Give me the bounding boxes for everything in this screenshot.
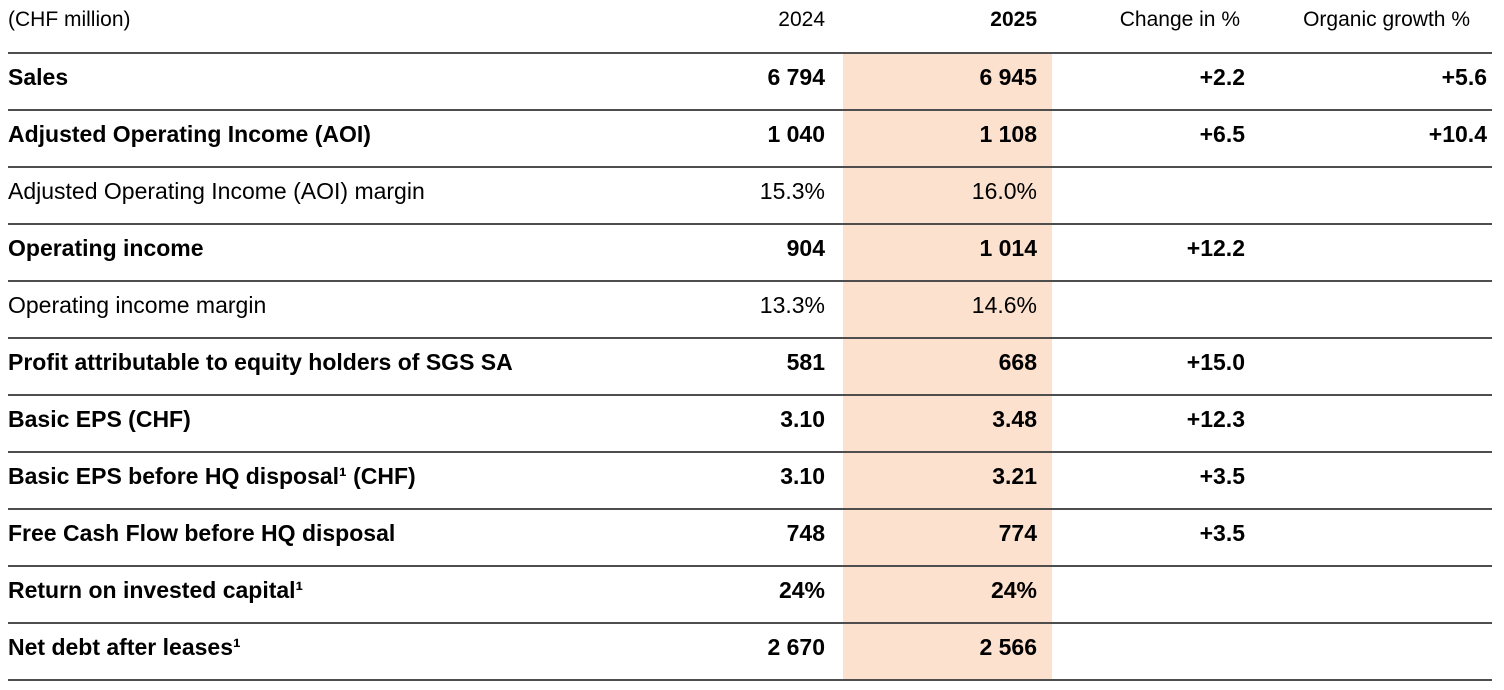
value-change-percent bbox=[1052, 167, 1245, 225]
value-organic-growth bbox=[1245, 452, 1492, 510]
value-organic-growth bbox=[1245, 338, 1492, 396]
row-label: Operating income bbox=[8, 224, 628, 282]
value-2024: 1 040 bbox=[628, 110, 843, 168]
financial-highlights-table: (CHF million) 2024 2025 Change in % Orga… bbox=[8, 0, 1492, 681]
value-change-percent bbox=[1052, 281, 1245, 339]
column-header-organic-growth: Organic growth % bbox=[1245, 0, 1492, 54]
column-header-2024: 2024 bbox=[628, 0, 843, 54]
value-organic-growth bbox=[1245, 509, 1492, 567]
row-label: Operating income margin bbox=[8, 281, 628, 339]
value-2025-highlighted: 6 945 bbox=[843, 53, 1052, 111]
value-2024: 3.10 bbox=[628, 452, 843, 510]
value-organic-growth: +10.4 bbox=[1245, 110, 1492, 168]
value-2025-highlighted: 3.48 bbox=[843, 395, 1052, 453]
value-2025-highlighted: 1 108 bbox=[843, 110, 1052, 168]
table-row: Free Cash Flow before HQ disposal 748 77… bbox=[8, 509, 1492, 567]
value-2024: 904 bbox=[628, 224, 843, 282]
value-2025-highlighted: 24% bbox=[843, 566, 1052, 624]
value-change-percent: +12.3 bbox=[1052, 395, 1245, 453]
value-2025-highlighted: 2 566 bbox=[843, 623, 1052, 681]
table-row: Adjusted Operating Income (AOI) margin 1… bbox=[8, 167, 1492, 225]
table-header-row: (CHF million) 2024 2025 Change in % Orga… bbox=[8, 0, 1492, 54]
value-organic-growth bbox=[1245, 623, 1492, 681]
value-organic-growth: +5.6 bbox=[1245, 53, 1492, 111]
value-2025-highlighted: 1 014 bbox=[843, 224, 1052, 282]
value-2025-highlighted: 14.6% bbox=[843, 281, 1052, 339]
value-2025-highlighted: 3.21 bbox=[843, 452, 1052, 510]
column-header-2025: 2025 bbox=[843, 0, 1052, 54]
value-change-percent bbox=[1052, 623, 1245, 681]
column-header-change-percent: Change in % bbox=[1052, 0, 1245, 54]
value-organic-growth bbox=[1245, 167, 1492, 225]
value-change-percent: +12.2 bbox=[1052, 224, 1245, 282]
table-row: Operating income margin 13.3% 14.6% bbox=[8, 281, 1492, 339]
row-label: Net debt after leases¹ bbox=[8, 623, 628, 681]
value-organic-growth bbox=[1245, 566, 1492, 624]
value-2024: 6 794 bbox=[628, 53, 843, 111]
row-label: Free Cash Flow before HQ disposal bbox=[8, 509, 628, 567]
unit-label: (CHF million) bbox=[8, 0, 628, 54]
row-label: Basic EPS before HQ disposal¹ (CHF) bbox=[8, 452, 628, 510]
value-2025-highlighted: 16.0% bbox=[843, 167, 1052, 225]
table-row: Basic EPS before HQ disposal¹ (CHF) 3.10… bbox=[8, 452, 1492, 510]
value-2024: 3.10 bbox=[628, 395, 843, 453]
value-change-percent: +3.5 bbox=[1052, 509, 1245, 567]
value-organic-growth bbox=[1245, 224, 1492, 282]
row-label: Return on invested capital¹ bbox=[8, 566, 628, 624]
row-label: Adjusted Operating Income (AOI) bbox=[8, 110, 628, 168]
value-2024: 2 670 bbox=[628, 623, 843, 681]
value-2025-highlighted: 668 bbox=[843, 338, 1052, 396]
row-label: Sales bbox=[8, 53, 628, 111]
value-change-percent: +2.2 bbox=[1052, 53, 1245, 111]
row-label: Adjusted Operating Income (AOI) margin bbox=[8, 167, 628, 225]
value-2024: 24% bbox=[628, 566, 843, 624]
table-row: Adjusted Operating Income (AOI) 1 040 1 … bbox=[8, 110, 1492, 168]
value-organic-growth bbox=[1245, 395, 1492, 453]
value-2025-highlighted: 774 bbox=[843, 509, 1052, 567]
value-2024: 748 bbox=[628, 509, 843, 567]
table-row: Basic EPS (CHF) 3.10 3.48 +12.3 bbox=[8, 395, 1492, 453]
table-row: Return on invested capital¹ 24% 24% bbox=[8, 566, 1492, 624]
value-2024: 581 bbox=[628, 338, 843, 396]
value-change-percent: +3.5 bbox=[1052, 452, 1245, 510]
value-2024: 13.3% bbox=[628, 281, 843, 339]
value-change-percent: +15.0 bbox=[1052, 338, 1245, 396]
value-2024: 15.3% bbox=[628, 167, 843, 225]
table-row: Operating income 904 1 014 +12.2 bbox=[8, 224, 1492, 282]
row-label: Basic EPS (CHF) bbox=[8, 395, 628, 453]
table-row: Profit attributable to equity holders of… bbox=[8, 338, 1492, 396]
row-label: Profit attributable to equity holders of… bbox=[8, 338, 628, 396]
table-row: Net debt after leases¹ 2 670 2 566 bbox=[8, 623, 1492, 681]
value-organic-growth bbox=[1245, 281, 1492, 339]
value-change-percent bbox=[1052, 566, 1245, 624]
value-change-percent: +6.5 bbox=[1052, 110, 1245, 168]
table-row: Sales 6 794 6 945 +2.2 +5.6 bbox=[8, 53, 1492, 111]
